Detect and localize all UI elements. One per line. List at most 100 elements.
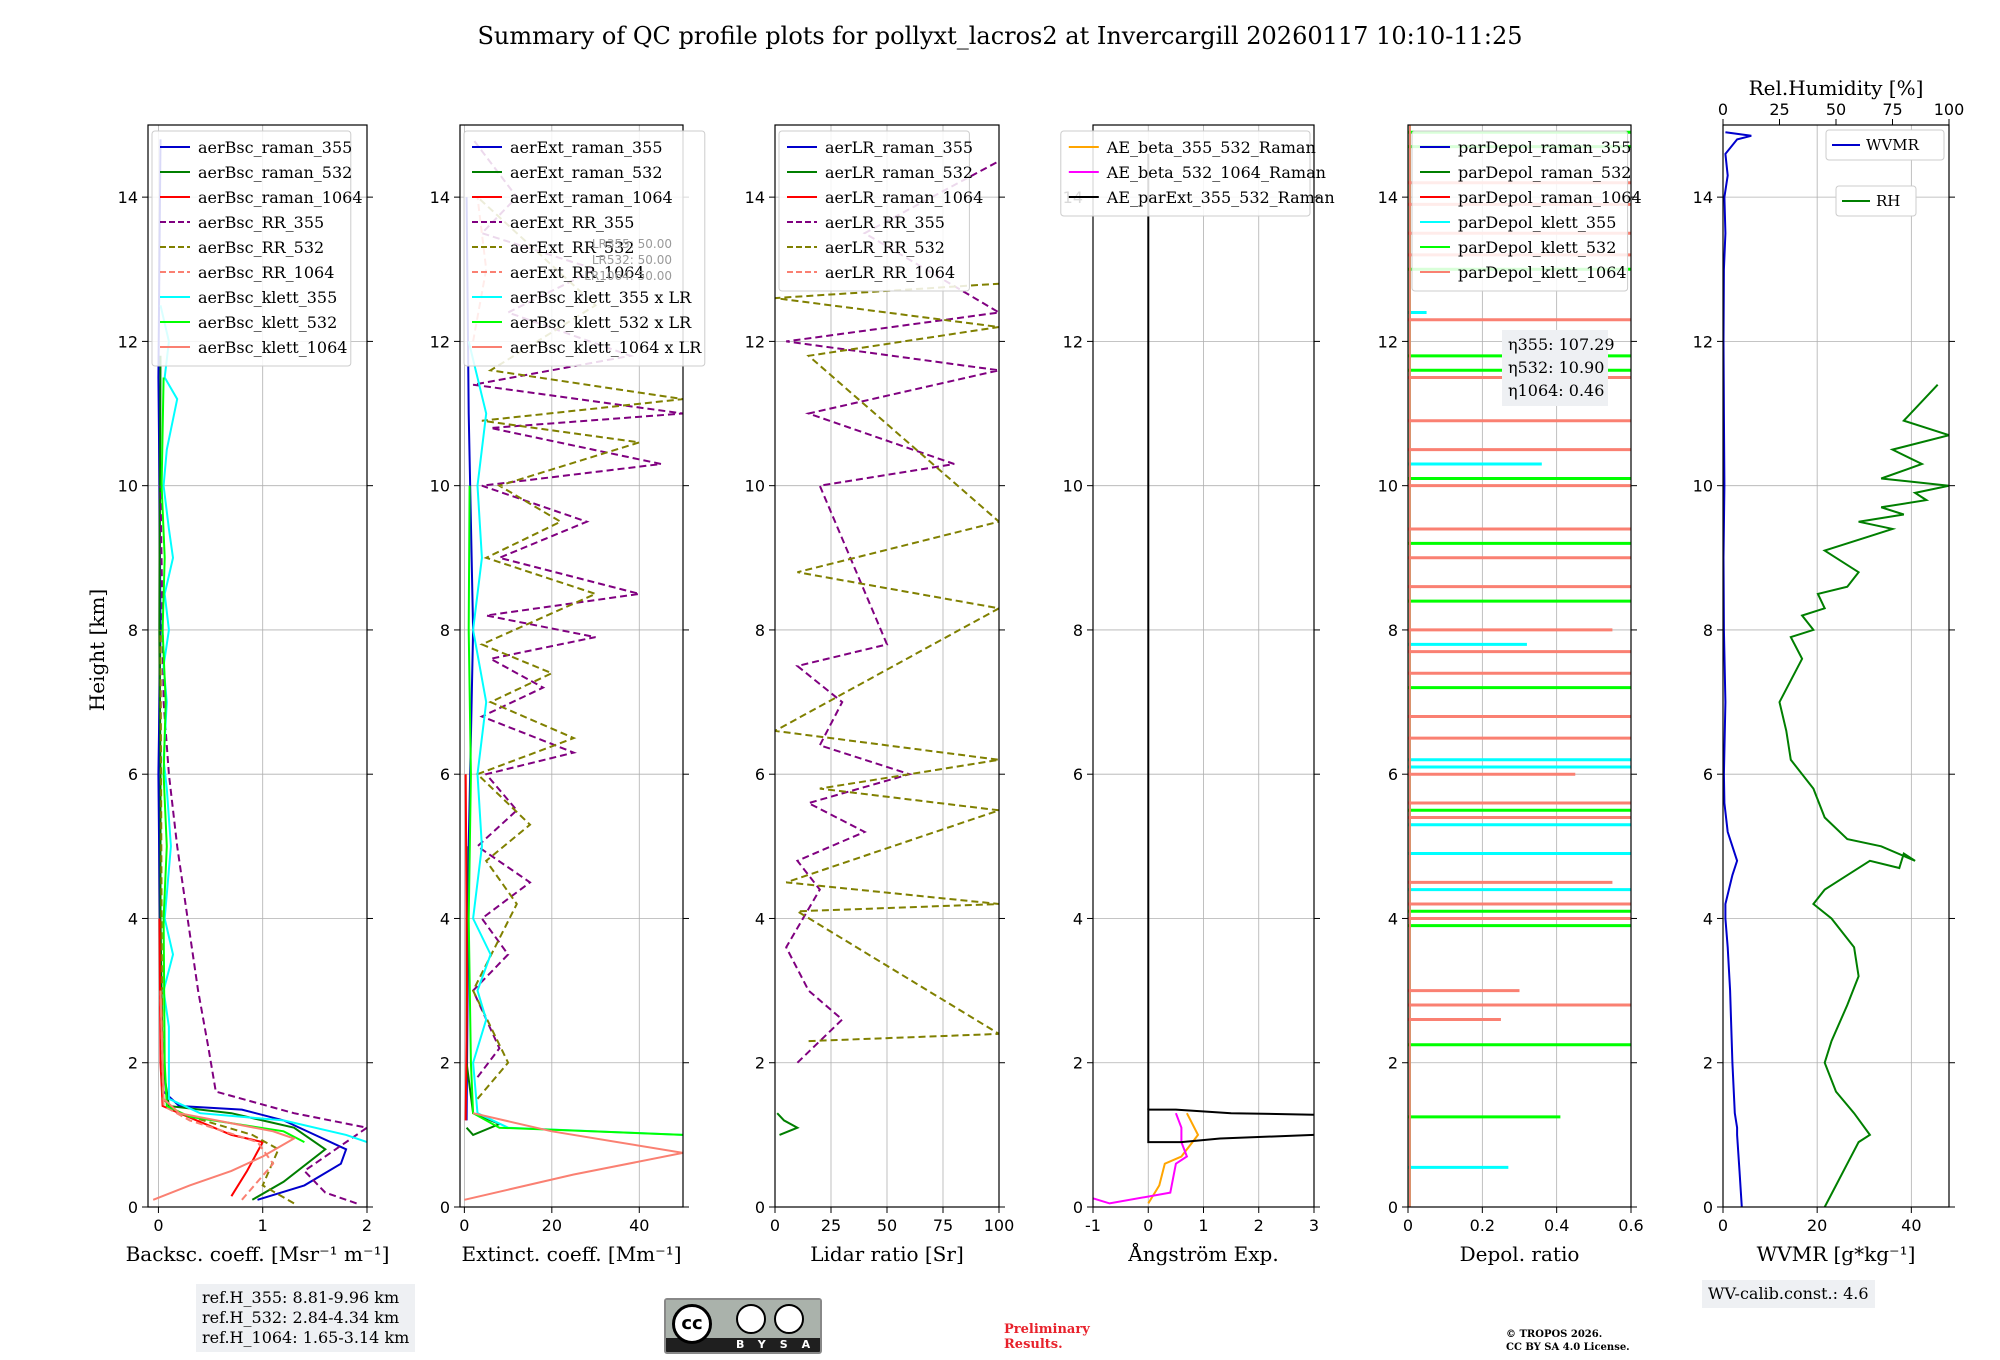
y-tick-label: 4 xyxy=(755,909,765,928)
series-WVMR xyxy=(1723,131,1752,1207)
series-aerBsc_klett_355 xyxy=(159,305,367,1144)
lr-note: LR1064: 50.00 xyxy=(584,269,672,283)
legend-label: aerBsc_klett_355 x LR xyxy=(510,288,692,307)
series-aerBsc_klett_355 x LR xyxy=(467,341,683,1136)
cc-badge-labels: BYSA xyxy=(736,1338,824,1351)
x-tick-label: 2 xyxy=(1254,1216,1264,1235)
x-tick-label: 40 xyxy=(1901,1216,1921,1235)
x-tick-label: 0 xyxy=(459,1216,469,1235)
y-tick-label: 0 xyxy=(1703,1198,1713,1217)
y-tick-label: 14 xyxy=(118,188,138,207)
y-tick-label: 8 xyxy=(128,621,138,640)
x-tick-label: 0 xyxy=(1718,1216,1728,1235)
x-tick-label: 2 xyxy=(362,1216,372,1235)
series-aerBsc_klett_1064 xyxy=(152,990,297,1201)
legend-label: aerBsc_raman_532 xyxy=(198,163,352,182)
series-AE_beta_355_532_Raman xyxy=(1147,1112,1200,1204)
y-tick-label: 0 xyxy=(128,1198,138,1217)
eta-value: η532: 10.90 xyxy=(1508,358,1604,377)
eta-box: η355: 107.29 η532: 10.90 η1064: 0.46 xyxy=(1502,330,1615,406)
legend-frame xyxy=(1060,130,1311,217)
panel-frame xyxy=(1407,124,1632,1208)
series-aerBsc_RR_532 xyxy=(159,629,295,1205)
legend-label: AE_parExt_355_532_Raman xyxy=(1106,188,1335,207)
legend-box: aerBsc_raman_355 aerBsc_raman_532 aerBsc_r… xyxy=(151,130,363,367)
ref-heights-box: ref.H_355: 8.81-9.96 km ref.H_532: 2.84-… xyxy=(196,1284,416,1352)
series-group xyxy=(152,139,367,1205)
x-axis-label: WVMR [g*kg⁻¹] xyxy=(1757,1242,1916,1266)
series-aerLR_RR_532 xyxy=(775,282,999,1043)
x-tick-label: 40 xyxy=(629,1216,649,1235)
legend-label: parDepol_klett_355 xyxy=(1458,213,1616,232)
x-tick-label: 1 xyxy=(1198,1216,1208,1235)
eta-frame xyxy=(1502,330,1608,406)
lr-note: LR355: 50.00 xyxy=(592,237,672,251)
panel-lidar_ratio: 0 2 4 6 8 10 12 14 0 25 50 75 100 Lidar ratio [Sr] aer… xyxy=(745,124,1014,1266)
x-tick-label: 25 xyxy=(821,1216,841,1235)
x-axis-label: Depol. ratio xyxy=(1460,1242,1580,1266)
y-tick-label: 8 xyxy=(755,621,765,640)
y-tick-label: 2 xyxy=(440,1054,450,1073)
x-axis-label: Lidar ratio [Sr] xyxy=(810,1242,964,1266)
eta-value: η1064: 0.46 xyxy=(1508,381,1604,400)
legend-frame xyxy=(778,130,970,292)
y-tick-label: 12 xyxy=(745,332,765,351)
legend-label: aerLR_RR_355 xyxy=(825,213,945,232)
legend-label: aerExt_RR_355 xyxy=(510,213,634,232)
legend-label: WVMR xyxy=(1866,136,1920,154)
y-tick-label: 10 xyxy=(118,477,138,496)
x-tick-label: 0 xyxy=(153,1216,163,1235)
legend-label: aerLR_RR_532 xyxy=(825,238,945,257)
panel-wvmr_rh: 0 2 4 6 8 10 12 14 0 20 40 WVMR [g*kg⁻¹] 0 25 50 75 100 R… xyxy=(1693,76,1965,1266)
x-tick-label: 0 xyxy=(770,1216,780,1235)
y-tick-label: 8 xyxy=(440,621,450,640)
legend-frame xyxy=(463,130,706,367)
legend-label: aerBsc_klett_1064 x LR xyxy=(510,338,702,357)
x-top-tick-label: 75 xyxy=(1882,100,1902,119)
y-tick-label: 0 xyxy=(440,1198,450,1217)
legend-label: AE_beta_532_1064_Raman xyxy=(1106,163,1326,182)
y-tick-label: 10 xyxy=(745,477,765,496)
copyright-note: © TROPOS 2026. CC BY SA 4.0 License. xyxy=(1506,1328,1630,1354)
legend-label: parDepol_klett_1064 xyxy=(1458,263,1627,282)
panel-extinction: 0 2 4 6 8 10 12 14 0 20 40 Extinct. coeff. [Mm⁻¹] ae… xyxy=(430,124,706,1266)
y-tick-label: 0 xyxy=(1388,1198,1398,1217)
legend-frame xyxy=(1411,130,1629,292)
y-tick-label: 2 xyxy=(1073,1054,1083,1073)
wv-calib-box: WV-calib.const.: 4.6 xyxy=(1702,1280,1875,1308)
panel-frame xyxy=(147,124,368,1208)
preliminary-line-2: Results. xyxy=(1004,1337,1063,1352)
legend-label: aerBsc_RR_355 xyxy=(198,213,324,232)
cc-logo-icon: cc xyxy=(672,1304,712,1344)
legend-label: aerExt_raman_532 xyxy=(510,163,663,182)
y-tick-label: 10 xyxy=(1693,477,1713,496)
legend-box: AE_beta_355_532_Raman AE_beta_532_1064_Ra… xyxy=(1060,130,1335,217)
series-aerBsc_raman_532 xyxy=(158,355,327,1201)
x-tick-label: 75 xyxy=(933,1216,953,1235)
shared-y-label: Height [km] xyxy=(85,589,109,711)
y-tick-label: 2 xyxy=(1388,1054,1398,1073)
figure-title: Summary of QC profile plots for pollyxt_… xyxy=(477,22,1523,50)
x-tick-label: 20 xyxy=(1807,1216,1827,1235)
y-tick-label: 6 xyxy=(1703,765,1713,784)
y-tick-label: 6 xyxy=(755,765,765,784)
series-aerBsc_RR_355 xyxy=(159,485,367,1205)
ref-height-1064: ref.H_1064: 1.65-3.14 km xyxy=(202,1328,410,1347)
y-tick-label: 6 xyxy=(1073,765,1083,784)
legend-box: WVMR xyxy=(1825,129,1945,161)
series-aerBsc_klett_532 x LR xyxy=(467,485,683,1136)
series-aerLR_RR_355 xyxy=(785,160,999,1064)
y-tick-label: 4 xyxy=(440,909,450,928)
series-aerLR_raman_532 xyxy=(776,1112,800,1136)
series-AE_parExt_355_532_Raman xyxy=(1147,1108,1314,1144)
y-tick-label: 12 xyxy=(1693,332,1713,351)
x-top-axis-label: Rel.Humidity [%] xyxy=(1749,76,1924,100)
ref-height-355: ref.H_355: 8.81-9.96 km xyxy=(202,1288,400,1307)
x-axis-label: Backsc. coeff. [Msr⁻¹ m⁻¹] xyxy=(126,1242,390,1266)
panel-frame xyxy=(1722,124,1950,1208)
y-tick-label: 12 xyxy=(1063,332,1083,351)
legend-box: RH xyxy=(1835,185,1917,217)
y-tick-label: 8 xyxy=(1703,621,1713,640)
legend-label: aerBsc_klett_532 x LR xyxy=(510,313,692,332)
